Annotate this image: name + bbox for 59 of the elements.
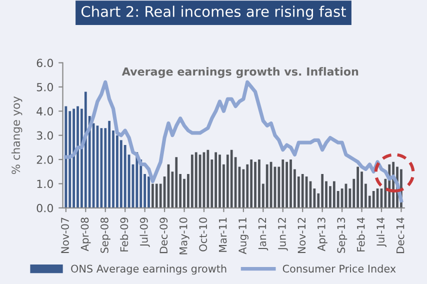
x-tick-label: May-10 bbox=[179, 218, 190, 254]
bar bbox=[194, 152, 198, 208]
x-tick-label: Dec-14 bbox=[396, 218, 404, 254]
legend-label: ONS Average earnings growth bbox=[71, 264, 226, 275]
y-tick-label: 6.0 bbox=[36, 58, 54, 68]
x-tick-label: Jul-09 bbox=[140, 218, 150, 248]
bar bbox=[100, 128, 103, 208]
chart-title: Chart 2: Real incomes are rising fast bbox=[81, 6, 346, 20]
bar bbox=[230, 150, 233, 208]
y-tick-label: 5.0 bbox=[36, 82, 54, 92]
bar bbox=[175, 157, 178, 208]
y-tick-label: 1.0 bbox=[37, 180, 54, 188]
bar bbox=[148, 176, 150, 208]
bar bbox=[250, 160, 253, 208]
x-tick-label: Jul-14 bbox=[376, 218, 386, 248]
y-tick-label: 3.0 bbox=[36, 131, 54, 140]
y-tick-label: 0.0 bbox=[36, 204, 54, 212]
bar bbox=[258, 160, 260, 208]
y-tick-label: 4.0 bbox=[36, 107, 54, 116]
bar bbox=[356, 166, 360, 208]
bar bbox=[214, 152, 217, 208]
bar bbox=[108, 120, 110, 208]
x-tick-label: Apr-08 bbox=[80, 218, 91, 252]
y-axis-title: % change yoy bbox=[11, 96, 22, 174]
legend-label: Consumer Price Index bbox=[282, 264, 396, 273]
line-series bbox=[64, 80, 404, 202]
x-tick-label: Sep-13 bbox=[337, 218, 348, 253]
x-tick-label: Nov-12 bbox=[298, 218, 306, 253]
x-tick-label: Oct-10 bbox=[199, 218, 208, 252]
x-tick-label: Jan-12 bbox=[258, 218, 268, 251]
bar bbox=[206, 150, 210, 208]
x-tick-label: Feb-14 bbox=[356, 218, 365, 252]
bar bbox=[301, 174, 304, 208]
bar bbox=[266, 164, 268, 208]
bar bbox=[76, 106, 79, 208]
x-tick-label: Dec-09 bbox=[160, 218, 168, 254]
bar bbox=[64, 106, 68, 208]
bar bbox=[84, 92, 87, 208]
bar bbox=[155, 184, 158, 208]
bar bbox=[282, 160, 284, 208]
bar bbox=[190, 154, 194, 208]
y-tick-label: 2.0 bbox=[36, 155, 54, 164]
bar bbox=[254, 162, 256, 208]
bar bbox=[72, 108, 75, 208]
bar bbox=[321, 174, 324, 208]
bar bbox=[286, 162, 288, 208]
bar bbox=[332, 181, 336, 208]
bar bbox=[290, 160, 292, 208]
bar bbox=[218, 154, 221, 208]
x-tick-label: Sep-08 bbox=[100, 218, 110, 253]
bar bbox=[372, 190, 375, 208]
x-tick-label: Aug-11 bbox=[238, 218, 248, 254]
x-tick-label: Mar-11 bbox=[218, 218, 227, 252]
x-tick-label: Feb-09 bbox=[120, 218, 128, 252]
x-tick-label: Apr-13 bbox=[317, 218, 328, 252]
bar bbox=[152, 184, 154, 208]
x-tick-label: Jun-12 bbox=[278, 218, 288, 251]
x-tick-label: Nov-07 bbox=[61, 218, 69, 253]
chart-subtitle: Average earnings growth vs. Inflation bbox=[122, 67, 358, 78]
